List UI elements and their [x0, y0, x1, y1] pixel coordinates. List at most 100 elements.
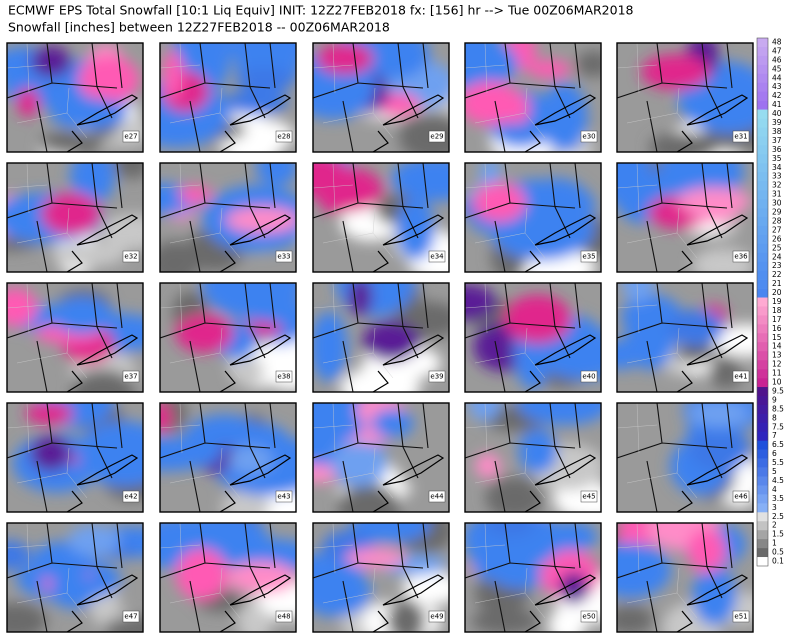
colorbar-label: 44: [772, 73, 782, 82]
panel-field: [465, 163, 601, 272]
state-border: [160, 43, 276, 152]
panel-field: [617, 43, 753, 152]
dark-area: [677, 340, 713, 364]
colorbar-label: 20: [772, 288, 782, 297]
snow-core: [687, 528, 726, 573]
member-label-box: [732, 610, 750, 623]
panel-field: [160, 283, 296, 392]
snow-field: [160, 523, 296, 632]
panel-frame: [6, 522, 144, 633]
snow-core: [30, 45, 72, 78]
county-lines: [617, 403, 698, 499]
county-lines: [465, 523, 546, 619]
panel-frame: [312, 42, 450, 153]
colorbar-swatch: [757, 279, 768, 289]
colorbar-swatch: [757, 324, 768, 334]
state-border: [160, 283, 276, 392]
panel: e46: [616, 402, 754, 513]
colorbar-label: 32: [772, 181, 782, 190]
colorbar-swatch: [757, 163, 768, 173]
panel-frame: [464, 282, 602, 393]
colorbar-swatch: [757, 136, 768, 146]
panel-frame: [159, 282, 297, 393]
member-label-box: [732, 370, 750, 383]
snow-blob: [390, 163, 449, 202]
panel: e39: [312, 282, 450, 393]
colorbar-swatch: [757, 521, 768, 531]
panel: e41: [616, 282, 754, 393]
state-border: [160, 163, 276, 272]
dark-area: [160, 240, 200, 272]
snow-core: [25, 403, 74, 425]
panel-field: [7, 43, 143, 152]
snow-core: [473, 182, 526, 222]
panel: e27: [6, 42, 144, 153]
county-lines: [617, 523, 698, 619]
colorbar-swatch: [757, 306, 768, 316]
snow-core: [178, 185, 212, 204]
snow-blob: [465, 523, 564, 570]
state-border: [313, 523, 429, 632]
colorbar-swatch: [757, 440, 768, 450]
snow-core: [558, 571, 590, 605]
colorbar-swatch: [757, 288, 768, 298]
colorbar-label: 3: [772, 503, 777, 512]
colorbar-label: 29: [772, 208, 782, 217]
county-lines: [160, 523, 241, 619]
panel: e36: [616, 162, 754, 273]
member-label-box: [275, 370, 293, 383]
county-lines: [313, 163, 394, 259]
panel: e44: [312, 402, 450, 513]
colorbar-swatch: [757, 360, 768, 370]
member-label: e30: [582, 133, 595, 141]
state-border: [160, 523, 276, 632]
member-label-box: [428, 610, 446, 623]
panel: e47: [6, 522, 144, 633]
colorbar-label: 25: [772, 243, 782, 252]
snow-blob: [51, 295, 113, 335]
panel: e38: [159, 282, 297, 393]
snow-core: [483, 523, 537, 538]
snow-blob: [313, 403, 371, 447]
coastline: [66, 334, 139, 392]
state-border: [313, 283, 429, 392]
colorbar-swatch: [757, 476, 768, 486]
coastline: [66, 214, 139, 272]
colorbar-swatch: [757, 154, 768, 164]
colorbar-swatch: [757, 297, 768, 307]
colorbar-label: 23: [772, 261, 782, 270]
member-label-box: [428, 490, 446, 503]
snow-field: [7, 287, 143, 392]
colorbar: 4847464544434241403938373635343332313029…: [756, 37, 784, 567]
coastline: [524, 334, 597, 392]
state-border: [465, 523, 581, 632]
snow-blob: [465, 43, 501, 58]
colorbar-label: 36: [772, 145, 782, 154]
snow-core: [330, 441, 388, 488]
colorbar-swatch: [757, 494, 768, 504]
colorbar-label: 46: [772, 55, 782, 64]
state-border: [465, 43, 581, 152]
member-label: e44: [430, 493, 444, 501]
member-label: e48: [277, 613, 290, 621]
coastline: [66, 454, 139, 512]
colorbar-label: 24: [772, 252, 782, 261]
snow-field: [172, 283, 296, 391]
colorbar-swatch: [757, 333, 768, 343]
panel-frame: [312, 162, 450, 273]
county-lines: [160, 163, 241, 259]
member-label-box: [580, 130, 598, 143]
colorbar-label: 7.5: [772, 422, 784, 431]
snow-core: [666, 309, 725, 347]
snow-blob: [395, 198, 436, 261]
county-lines: [313, 43, 394, 139]
panel: e31: [616, 42, 754, 153]
colorbar-swatch: [757, 413, 768, 424]
panel-field: [465, 523, 601, 632]
member-label-box: [732, 250, 750, 263]
county-lines: [7, 43, 88, 139]
snow-field: [7, 44, 143, 152]
state-border: [7, 523, 123, 632]
state-border: [7, 43, 123, 152]
